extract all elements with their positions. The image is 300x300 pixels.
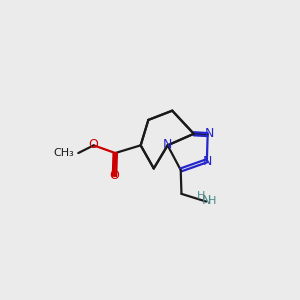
Text: N: N xyxy=(205,127,214,140)
Text: N: N xyxy=(201,194,211,207)
Text: CH₃: CH₃ xyxy=(54,148,74,158)
Text: H: H xyxy=(208,196,217,206)
Text: O: O xyxy=(88,138,98,151)
Text: N: N xyxy=(163,138,172,151)
Text: O: O xyxy=(109,169,118,182)
Text: N: N xyxy=(203,155,212,168)
Text: H: H xyxy=(196,191,205,201)
